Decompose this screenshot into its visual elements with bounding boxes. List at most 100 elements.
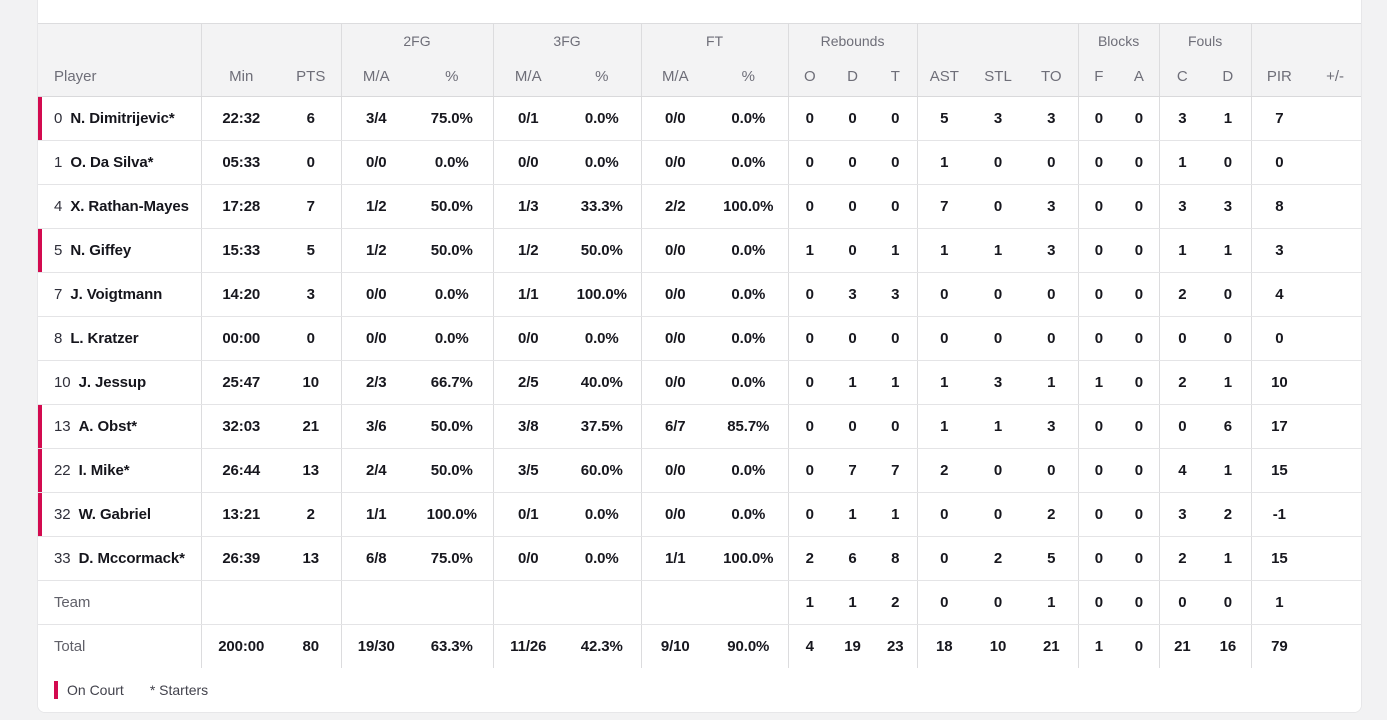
stat-reb-d: 1 <box>831 360 875 405</box>
stat-3fg-ma: 1/3 <box>492 184 564 229</box>
stat-ft-pct: 0.0% <box>709 96 789 141</box>
stat-reb-o: 0 <box>787 316 832 361</box>
stat-2fg-ma: 2/3 <box>340 360 411 405</box>
stat-ft-ma: 0/0 <box>640 96 710 141</box>
stat-blk-a: 0 <box>1119 360 1160 405</box>
table-row: 5 N. Giffey 15:33 5 1/2 50.0% 1/2 50.0% … <box>38 228 1361 273</box>
player-cell: 32 W. Gabriel <box>38 492 201 537</box>
stat-min: 15:33 <box>200 228 281 273</box>
group-header-3fg: 3FG <box>492 23 642 57</box>
stat-blk-f: 0 <box>1077 536 1120 581</box>
stat-stl: 3 <box>971 360 1026 405</box>
stat-pts: 6 <box>281 96 341 141</box>
stat-3fg-pct: 0.0% <box>563 492 642 537</box>
stat-reb-o: 0 <box>787 404 832 449</box>
stat-foul-d: 3 <box>1205 184 1252 229</box>
player-cell: 0 N. Dimitrijevic* <box>38 96 201 141</box>
stat-stl: 1 <box>971 404 1026 449</box>
group-spacer-ast-stl-to <box>916 23 1079 57</box>
stat-ast: 0 <box>916 272 972 317</box>
player-cell: 5 N. Giffey <box>38 228 201 273</box>
stat-3fg-pct: 0.0% <box>563 316 642 361</box>
stat-ast: 1 <box>916 360 972 405</box>
stat-pir: -1 <box>1250 492 1308 537</box>
header-3fg-ma: M/A <box>492 57 564 97</box>
stat-min: 25:47 <box>200 360 281 405</box>
table-row: 33 D. Mccormack* 26:39 13 6/8 75.0% 0/0 … <box>38 536 1361 581</box>
stat-plus-minus <box>1307 96 1361 141</box>
player-number: 22 <box>54 462 71 479</box>
player-number: 0 <box>54 110 63 127</box>
stat-blk-f: 1 <box>1077 360 1120 405</box>
stat-ast: 0 <box>916 492 972 537</box>
stat-ft-ma <box>640 580 710 625</box>
header-reb-o: O <box>787 57 832 97</box>
stat-stl: 0 <box>971 140 1026 185</box>
stat-2fg-pct: 0.0% <box>411 272 494 317</box>
stat-plus-minus <box>1307 536 1361 581</box>
stat-ft-pct: 0.0% <box>709 492 789 537</box>
stat-blk-a: 0 <box>1119 624 1160 669</box>
player-name: Team <box>54 594 91 611</box>
stat-reb-t: 23 <box>874 624 918 669</box>
stat-ft-ma: 0/0 <box>640 360 710 405</box>
header-to: TO <box>1025 57 1079 97</box>
stat-stl: 0 <box>971 184 1026 229</box>
player-name: A. Obst* <box>78 418 137 435</box>
stat-blk-f: 0 <box>1077 184 1120 229</box>
header-pir: PIR <box>1250 57 1308 97</box>
stat-2fg-ma: 19/30 <box>340 624 411 669</box>
stat-min: 05:33 <box>200 140 281 185</box>
stat-stl: 3 <box>971 96 1026 141</box>
stat-reb-o: 2 <box>787 536 832 581</box>
stat-2fg-ma: 1/1 <box>340 492 411 537</box>
header-reb-d: D <box>831 57 875 97</box>
header-foul-d: D <box>1205 57 1252 97</box>
header-stl: STL <box>971 57 1026 97</box>
stat-pts: 21 <box>281 404 341 449</box>
stat-reb-o: 0 <box>787 140 832 185</box>
stat-3fg-pct: 50.0% <box>563 228 642 273</box>
stat-to: 0 <box>1025 140 1079 185</box>
stat-3fg-pct <box>563 580 642 625</box>
stat-reb-t: 8 <box>874 536 918 581</box>
stat-to: 1 <box>1025 580 1079 625</box>
stat-to: 21 <box>1025 624 1079 669</box>
on-court-indicator <box>38 405 42 448</box>
stat-ft-ma: 1/1 <box>640 536 710 581</box>
stat-blk-a: 0 <box>1119 404 1160 449</box>
stat-ft-pct <box>709 580 789 625</box>
stat-foul-d: 0 <box>1205 272 1252 317</box>
stat-pir: 3 <box>1250 228 1308 273</box>
stat-reb-o: 4 <box>787 624 832 669</box>
table-row: 7 J. Voigtmann 14:20 3 0/0 0.0% 1/1 100.… <box>38 272 1361 317</box>
group-header-2fg: 2FG <box>340 23 494 57</box>
player-name: I. Mike* <box>78 462 130 479</box>
player-number: 1 <box>54 154 63 171</box>
stat-3fg-pct: 0.0% <box>563 536 642 581</box>
stat-reb-t: 0 <box>874 404 918 449</box>
stat-reb-d: 0 <box>831 228 875 273</box>
stat-pts: 5 <box>281 228 341 273</box>
player-name: D. Mccormack* <box>78 550 185 567</box>
stat-3fg-pct: 0.0% <box>563 96 642 141</box>
stat-pts: 13 <box>281 536 341 581</box>
stat-plus-minus <box>1307 360 1361 405</box>
stat-plus-minus <box>1307 624 1361 669</box>
stat-2fg-ma: 0/0 <box>340 272 411 317</box>
player-cell: 7 J. Voigtmann <box>38 272 201 317</box>
stat-3fg-ma: 3/8 <box>492 404 564 449</box>
stat-reb-t: 2 <box>874 580 918 625</box>
group-spacer-pir-pm <box>1250 23 1361 57</box>
stat-pts <box>281 580 341 625</box>
table-row: Total 200:00 80 19/30 63.3% 11/26 42.3% … <box>38 624 1361 669</box>
stat-ast: 1 <box>916 404 972 449</box>
stat-reb-t: 1 <box>874 492 918 537</box>
stat-ft-ma: 6/7 <box>640 404 710 449</box>
box-score-table: 2FG 3FG FT Rebounds Blocks Fouls Player … <box>38 23 1361 669</box>
group-header-ft: FT <box>640 23 789 57</box>
stat-plus-minus <box>1307 272 1361 317</box>
stat-plus-minus <box>1307 448 1361 493</box>
stat-pts: 13 <box>281 448 341 493</box>
table-row: 32 W. Gabriel 13:21 2 1/1 100.0% 0/1 0.0… <box>38 492 1361 537</box>
